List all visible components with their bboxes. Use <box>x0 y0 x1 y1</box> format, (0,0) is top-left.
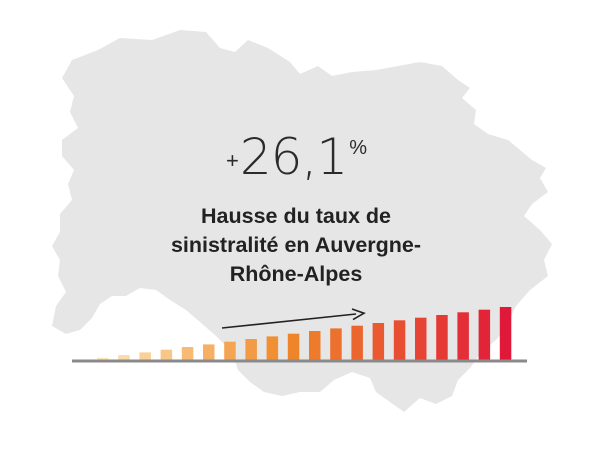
trend-bar <box>351 325 363 360</box>
region-map-silhouette <box>52 30 552 412</box>
trend-bar <box>436 315 448 360</box>
caption-line-2: sinistralité en Auvergne- <box>170 233 422 257</box>
trend-bar <box>160 349 173 360</box>
trend-bar <box>224 341 236 360</box>
trend-bar <box>372 323 385 360</box>
trend-bar <box>393 320 406 360</box>
headline-stat: +26,1% <box>0 128 593 186</box>
trend-bar <box>287 333 300 360</box>
trend-bar <box>139 352 151 360</box>
trend-bar <box>266 336 279 360</box>
caption-line-3: Rhône-Alpes <box>229 262 363 286</box>
stat-caption: Hausse du taux de sinistralité en Auverg… <box>96 202 496 289</box>
headline-sign: + <box>226 148 239 173</box>
trend-bar <box>203 344 215 360</box>
trend-bar <box>181 347 194 360</box>
trend-bar <box>330 328 342 361</box>
trend-bar <box>118 355 130 360</box>
trend-bar <box>245 339 257 360</box>
trend-bar <box>499 307 512 360</box>
headline-value: 26,1 <box>239 128 348 186</box>
trend-bar <box>97 357 109 360</box>
trend-bar <box>478 309 491 360</box>
trend-bar <box>457 312 469 360</box>
trend-bars <box>97 307 512 361</box>
caption-line-1: Hausse du taux de <box>201 204 391 228</box>
headline-unit: % <box>349 137 367 159</box>
trend-bar <box>309 331 321 360</box>
arrow-right-icon <box>221 308 366 329</box>
trend-bar <box>415 317 427 360</box>
